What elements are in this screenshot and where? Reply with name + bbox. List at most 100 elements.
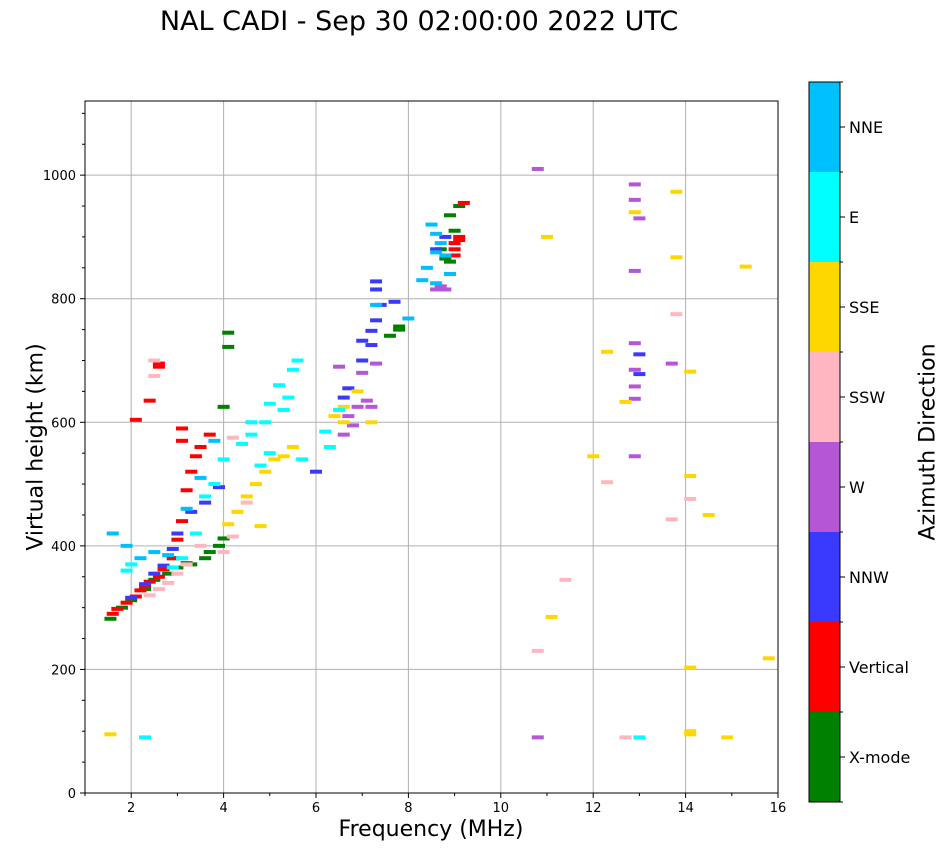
data-point-w <box>365 404 378 409</box>
data-point-e <box>273 383 286 388</box>
data-point-sse <box>670 189 683 194</box>
data-point-x-mode <box>162 571 175 576</box>
data-point-vertical <box>185 469 198 474</box>
data-point-nnw <box>370 318 383 323</box>
data-point-w <box>628 268 641 273</box>
data-point-sse <box>541 234 553 239</box>
data-point-w <box>337 432 350 437</box>
data-point-nne <box>208 438 221 443</box>
data-point-vertical <box>152 574 165 579</box>
data-point-e <box>125 562 138 567</box>
colorbar-tick-label: X-mode <box>849 748 910 767</box>
data-point-nne <box>420 265 433 270</box>
data-point-vertical <box>129 417 142 422</box>
data-point-nnw <box>356 358 369 363</box>
data-point-nnw <box>365 328 378 333</box>
data-point-nnw <box>185 509 198 514</box>
data-point-sse <box>337 420 350 425</box>
y-tick-label: 600 <box>51 416 76 431</box>
data-point-ssw <box>619 735 632 740</box>
colorbar-tick-label: W <box>849 478 865 497</box>
data-point-sse <box>545 614 558 619</box>
data-point-x-mode <box>393 327 406 332</box>
colorbar-swatch <box>809 442 840 532</box>
data-point-sse <box>762 656 775 661</box>
data-point-nnw <box>633 372 646 377</box>
data-point-vertical <box>189 454 202 459</box>
data-point-e <box>199 494 212 499</box>
data-point-w <box>439 287 452 292</box>
colorbar-tick-label: Vertical <box>849 658 909 677</box>
data-point-w <box>628 367 641 372</box>
colorbar-frame <box>808 81 841 803</box>
data-point-w <box>342 414 355 419</box>
data-point-vertical <box>457 200 470 205</box>
data-point-ssw <box>152 587 165 592</box>
data-point-x-mode <box>439 256 452 261</box>
colorbar-swatch <box>809 712 840 802</box>
data-point-e <box>245 432 258 437</box>
colorbar-swatch <box>809 172 840 262</box>
data-point-e <box>254 463 267 468</box>
data-point-vertical <box>152 361 165 366</box>
data-point-nne <box>443 272 456 276</box>
data-point-sse <box>351 389 364 394</box>
data-point-x-mode <box>199 556 212 561</box>
y-tick-label: 1000 <box>43 169 76 184</box>
data-point-vertical <box>453 238 466 243</box>
data-marks <box>104 166 775 740</box>
data-point-vertical <box>106 611 119 616</box>
colorbar-swatch <box>809 82 840 172</box>
data-point-ssw <box>670 312 683 317</box>
grid-lines <box>85 101 779 794</box>
data-point-ssw <box>240 500 253 505</box>
data-point-nnw <box>337 395 350 400</box>
data-point-vertical <box>176 519 189 524</box>
x-tick-label: 8 <box>404 801 412 816</box>
data-point-vertical <box>176 426 189 431</box>
data-point-nne <box>416 278 429 283</box>
data-point-ssw <box>180 562 193 567</box>
data-point-vertical <box>194 445 207 449</box>
colorbar-swatch <box>809 262 840 352</box>
data-point-nnw <box>388 299 401 304</box>
data-point-e <box>189 531 202 536</box>
data-point-e <box>120 568 133 573</box>
data-point-sse <box>619 399 632 404</box>
data-point-ssw <box>559 577 572 582</box>
data-point-e <box>333 407 346 412</box>
data-point-sse <box>254 524 267 529</box>
data-point-sse <box>259 469 272 474</box>
colorbar-tick-label: SSW <box>849 388 885 407</box>
data-point-nnw <box>171 531 184 536</box>
data-point-e <box>139 735 152 740</box>
data-point-w <box>531 735 544 740</box>
x-tick-label: 6 <box>312 801 320 816</box>
data-point-ssw <box>162 580 175 585</box>
plot-frame <box>84 100 779 794</box>
azimuth-colorbar: X-mode Vertical NNW W SSW SSE E NNE <box>808 81 910 803</box>
data-point-sse <box>268 457 281 462</box>
data-point-sse <box>670 255 683 260</box>
data-point-sse <box>684 369 697 374</box>
data-point-nne <box>370 302 383 307</box>
data-point-vertical <box>448 247 461 252</box>
data-point-x-mode <box>125 598 138 603</box>
data-point-vertical <box>176 438 189 443</box>
data-point-sse <box>104 732 117 737</box>
data-point-e <box>296 457 309 462</box>
chart-title: NAL CADI - Sep 30 02:00:00 2022 UTC <box>159 6 679 37</box>
data-point-e <box>282 395 295 400</box>
data-point-x-mode <box>453 204 466 209</box>
data-point-nne <box>162 553 175 558</box>
data-point-w <box>628 197 641 202</box>
data-point-nne <box>148 550 161 555</box>
data-point-w <box>333 364 346 369</box>
data-point-w <box>628 384 641 389</box>
data-point-sse <box>337 404 350 409</box>
data-point-nnw <box>166 546 179 551</box>
data-point-w <box>665 361 678 366</box>
data-point-w <box>434 284 447 289</box>
data-point-ssw <box>531 648 544 653</box>
data-point-w <box>628 396 641 401</box>
